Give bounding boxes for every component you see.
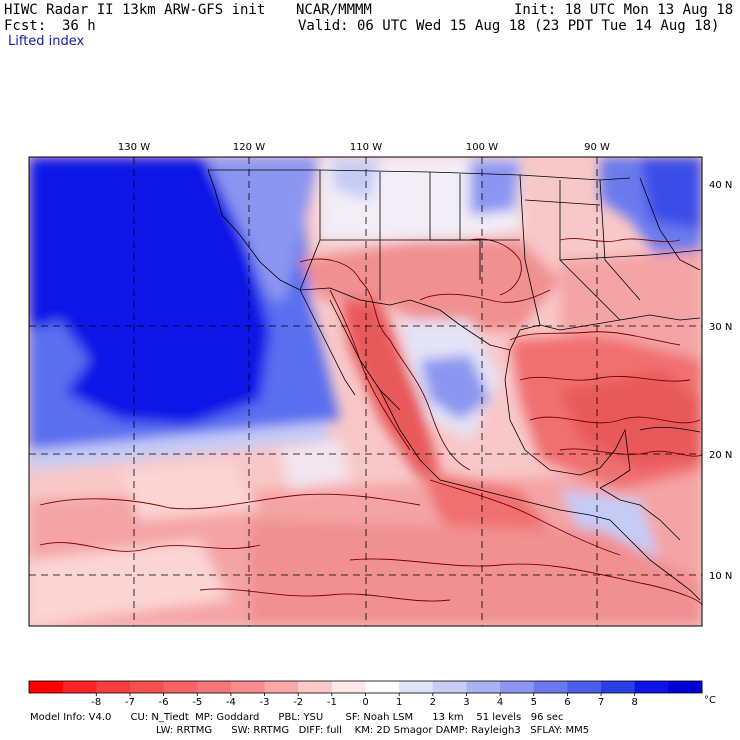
colorbar-swatch <box>533 681 568 693</box>
colorbar-tick-label: 7 <box>598 697 604 708</box>
colorbar-tick-label: 3 <box>463 697 469 708</box>
political-boundaries <box>207 169 702 601</box>
lon-label: 90 W <box>584 142 610 153</box>
graticule <box>29 157 702 626</box>
colorbar-tick-label: -8 <box>91 697 101 708</box>
lon-label: 120 W <box>233 142 265 153</box>
lat-label: 20 N <box>709 450 732 461</box>
lon-label: 110 W <box>350 142 382 153</box>
colorbar-swatch <box>668 681 703 693</box>
longitude-labels: 130 W 120 W 110 W 100 W 90 W <box>118 142 610 153</box>
colorbar-swatch <box>29 681 64 693</box>
colorbar-swatch <box>399 681 434 693</box>
colorbar-swatch <box>62 681 97 693</box>
map-frame <box>28 156 703 627</box>
colorbar-swatch <box>96 681 131 693</box>
forecast-hour: 36 h <box>62 18 96 34</box>
colorbar-swatch <box>298 681 333 693</box>
colorbar-swatch <box>230 681 266 693</box>
colorbar-swatch <box>466 681 501 693</box>
colorbar-swatch <box>567 681 602 693</box>
colorbar-tick-label: 4 <box>497 697 503 708</box>
model-info-line1: Model Info: V4.0 CU: N_Tiedt MP: Goddard… <box>30 712 564 723</box>
colorbar-swatch <box>129 681 165 693</box>
colorbar-tick-label: -6 <box>159 697 169 708</box>
colorbar-swatch <box>331 681 366 693</box>
colorbar-tick-label: 5 <box>531 697 537 708</box>
colorbar-tick-label: -5 <box>192 697 202 708</box>
colorbar-swatch <box>264 681 299 693</box>
colorbar-tick-label: -2 <box>293 697 303 708</box>
colorbar-tick-label: -1 <box>327 697 337 708</box>
lon-label: 100 W <box>466 142 498 153</box>
colorbar-swatch <box>365 681 400 693</box>
organization: NCAR/MMMM <box>296 2 372 18</box>
map-panel <box>29 157 702 626</box>
model-title: HIWC Radar II 13km ARW-GFS init <box>4 2 266 18</box>
field-name: Lifted index <box>8 34 85 49</box>
colorbar-swatch <box>634 681 669 693</box>
colorbar-tick-label: 0 <box>362 697 368 708</box>
colorbar-unit: °C <box>704 695 716 706</box>
colorbar-tick-label: 8 <box>632 697 638 708</box>
lifted-index-field <box>29 157 702 626</box>
model-info-line2: LW: RRTMG SW: RRTMG DIFF: full KM: 2D Sm… <box>156 725 590 736</box>
colorbar-tick-label: -7 <box>125 697 135 708</box>
colorbar-tick-label: -3 <box>260 697 270 708</box>
colorbar-tick-label: 2 <box>430 697 436 708</box>
colorbar-tick-label: 6 <box>564 697 570 708</box>
colorbar-swatch <box>197 681 232 693</box>
lat-label: 30 N <box>709 322 732 333</box>
colorbar-swatch <box>500 681 535 693</box>
colorbar: -8 -7 -6 -5 -4 -3 -2 -1 0 1 2 3 4 5 6 7 8 °C <box>28 680 716 708</box>
lifted-index-contours <box>39 238 702 606</box>
colorbar-swatch <box>432 681 467 693</box>
lat-label: 40 N <box>709 180 732 191</box>
latitude-labels: 40 N 30 N 20 N 10 N <box>709 180 732 582</box>
colorbar-swatch <box>163 681 198 693</box>
colorbar-swatch <box>601 681 636 693</box>
colorbar-tick-label: -4 <box>226 697 236 708</box>
lat-label: 10 N <box>709 571 732 582</box>
init-time: Init: 18 UTC Mon 13 Aug 18 <box>514 2 734 18</box>
valid-time: Valid: 06 UTC Wed 15 Aug 18 (23 PDT Tue … <box>298 18 720 34</box>
lon-label: 130 W <box>118 142 150 153</box>
forecast-label: Fcst: <box>4 18 47 34</box>
colorbar-tick-label: 1 <box>396 697 402 708</box>
